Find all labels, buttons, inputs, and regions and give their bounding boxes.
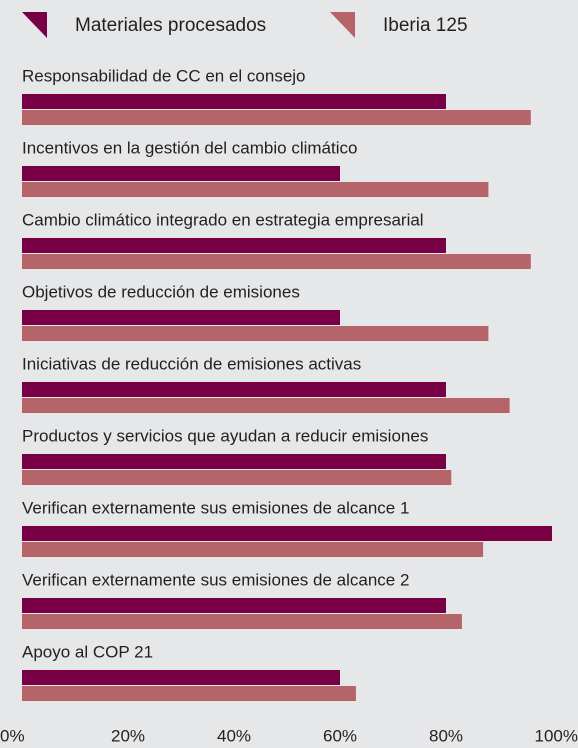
x-tick-label: 20% [111, 726, 145, 745]
bar [22, 94, 446, 109]
category-label: Verifican externamente sus emisiones de … [22, 498, 409, 517]
bar [22, 110, 531, 125]
bar [22, 670, 340, 685]
bar [22, 238, 446, 253]
bar [22, 686, 356, 701]
bar [22, 470, 452, 485]
category-label: Verifican externamente sus emisiones de … [22, 570, 409, 589]
bar [22, 326, 489, 341]
bar [22, 310, 340, 325]
bar [22, 182, 489, 197]
x-tick-label: 40% [217, 726, 251, 745]
bar [22, 454, 446, 469]
category-label: Apoyo al COP 21 [22, 642, 153, 661]
legend-swatch [22, 12, 47, 38]
legend-swatch [330, 12, 355, 38]
legend-label: Materiales procesados [75, 15, 266, 36]
bar [22, 598, 446, 613]
category-label: Productos y servicios que ayudan a reduc… [22, 426, 428, 445]
category-label: Iniciativas de reducción de emisiones ac… [22, 354, 361, 373]
bar [22, 398, 510, 413]
x-tick-label: 0% [0, 726, 25, 745]
bar [22, 254, 531, 269]
bar [22, 614, 462, 629]
bar [22, 526, 552, 541]
bar [22, 166, 340, 181]
x-tick-label: 60% [323, 726, 357, 745]
x-tick-label: 80% [429, 726, 463, 745]
x-tick-label: 100% [535, 726, 578, 745]
category-label: Objetivos de reducción de emisiones [22, 282, 300, 301]
bar [22, 542, 484, 557]
legend-label: Iberia 125 [383, 15, 468, 36]
category-label: Responsabilidad de CC en el consejo [22, 66, 306, 85]
bar [22, 382, 446, 397]
category-label: Incentivos en la gestión del cambio clim… [22, 138, 357, 157]
category-label: Cambio climático integrado en estrategia… [22, 210, 424, 229]
